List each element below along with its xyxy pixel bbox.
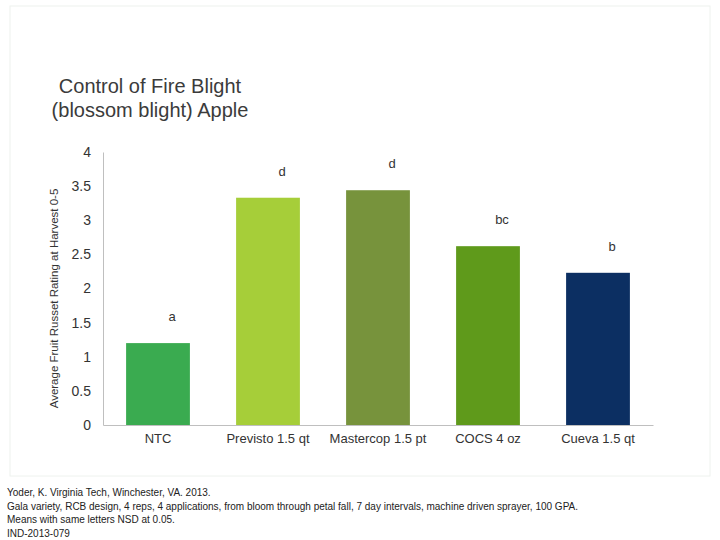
title-line: (blossom blight) Apple (52, 99, 249, 121)
x-tick: COCS 4 oz (455, 425, 521, 446)
y-tick-label: 0.5 (72, 383, 92, 399)
y-tick-label: 1.5 (72, 315, 92, 331)
y-tick: 2.5 (72, 246, 103, 262)
annotation: b (608, 239, 615, 254)
bar (456, 246, 520, 425)
x-tick-label: Cueva 1.5 qt (561, 431, 635, 446)
y-tick-label: 3.5 (72, 178, 92, 194)
footnote-line: Means with same letters NSD at 0.05. (7, 514, 175, 525)
y-tick-label: 0 (83, 417, 91, 433)
x-tick: Previsto 1.5 qt (226, 425, 309, 446)
annotation: bc (495, 212, 509, 227)
y-tick-label: 2 (83, 280, 91, 296)
footnote-line: IND-2013-079 (7, 528, 70, 539)
y-axis-line (103, 153, 104, 426)
footnote-line: Yoder, K. Virginia Tech, Winchester, VA.… (7, 487, 211, 498)
y-tick-label: 4 (83, 144, 91, 160)
x-axis-line (104, 425, 654, 426)
slide-frame (10, 6, 710, 476)
x-tick: NTC (145, 425, 172, 446)
y-tick: 0.5 (72, 383, 103, 399)
annotation: a (168, 309, 176, 324)
footnote: Yoder, K. Virginia Tech, Winchester, VA.… (7, 487, 578, 539)
y-tick: 1 (83, 349, 103, 365)
annotation: d (278, 164, 285, 179)
annotations: a d d bc b (168, 156, 615, 324)
y-tick: 4 (83, 144, 103, 160)
annotation: d (388, 156, 395, 171)
chart: Control of Fire Blight(blossom blight) A… (0, 0, 720, 540)
bar (566, 273, 630, 425)
x-tick-label: NTC (145, 431, 172, 446)
x-tick: Mastercop 1.5 pt (330, 425, 427, 446)
y-tick: 1.5 (72, 315, 103, 331)
y-tick: 3.5 (72, 178, 103, 194)
bar (346, 190, 410, 425)
y-tick-label: 3 (83, 212, 91, 228)
x-tick-label: Previsto 1.5 qt (226, 431, 309, 446)
bar (126, 343, 190, 425)
bars (126, 190, 630, 425)
y-axis-title: Average Fruit Russet Rating at Harvest 0… (48, 189, 60, 409)
y-tick: 2 (83, 280, 103, 296)
x-tick-label: Mastercop 1.5 pt (330, 431, 427, 446)
y-tick: 3 (83, 212, 103, 228)
x-tick: Cueva 1.5 qt (561, 425, 635, 446)
y-tick-label: 1 (83, 349, 91, 365)
y-tick: 0 (83, 417, 103, 433)
bar (236, 198, 300, 425)
title-line: Control of Fire Blight (59, 75, 242, 97)
y-axis: 0 0.5 1 1.5 2 2.5 3 3.5 4 (72, 144, 104, 433)
y-tick-label: 2.5 (72, 246, 92, 262)
footnote-line: Gala variety, RCB design, 4 reps, 4 appl… (7, 501, 578, 512)
x-axis: NTC Previsto 1.5 qt Mastercop 1.5 pt COCS 4… (104, 425, 654, 446)
x-tick-label: COCS 4 oz (455, 431, 521, 446)
title: Control of Fire Blight(blossom blight) A… (52, 75, 249, 121)
